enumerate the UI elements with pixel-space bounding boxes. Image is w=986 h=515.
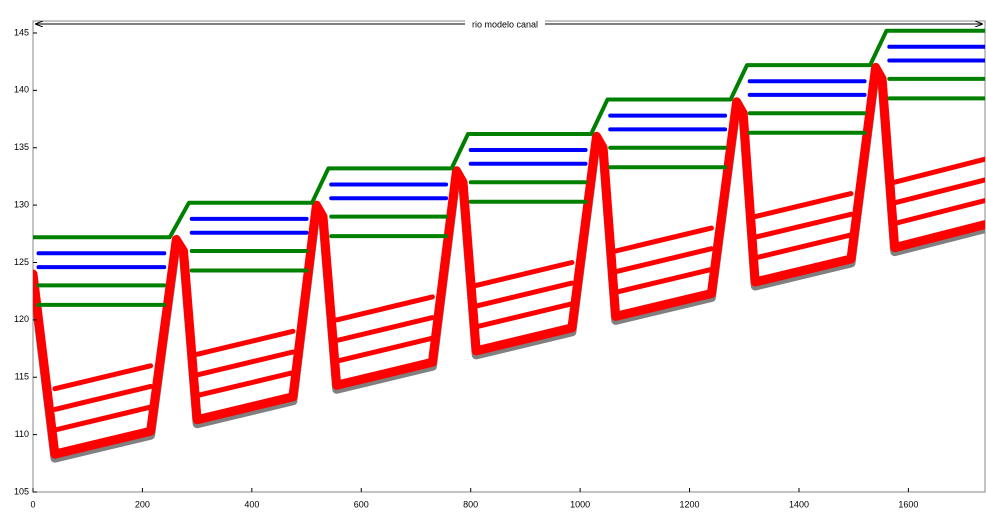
x-tick-label: 1600 [898,499,918,509]
y-tick-label: 115 [15,372,29,382]
ground-profile [33,67,985,454]
x-tick-label: 600 [354,499,369,509]
x-tick-label: 200 [135,499,150,509]
profile-line [39,47,986,254]
y-tick-label: 140 [14,85,29,95]
x-tick-label: 800 [463,499,478,509]
y-tick-label: 130 [14,199,29,209]
y-tick-label: 135 [14,142,29,152]
y-tick-label: 145 [14,27,29,37]
y-tick-label: 110 [15,429,29,439]
x-tick-label: 1000 [570,499,590,509]
plot-area [33,31,985,454]
y-tick-label: 125 [14,257,29,267]
y-tick-label: 120 [14,314,29,324]
reach-label: rio modelo canal [472,19,538,29]
y-tick-label: 105 [14,486,29,496]
x-tick-label: 400 [244,499,259,509]
x-tick-label: 0 [30,499,35,509]
x-tick-label: 1400 [789,499,809,509]
profile-line [39,98,986,305]
chart: rio modelo canal 105 110 115 120 125 130 135 14… [0,0,986,515]
x-tick-label: 1200 [680,499,700,509]
